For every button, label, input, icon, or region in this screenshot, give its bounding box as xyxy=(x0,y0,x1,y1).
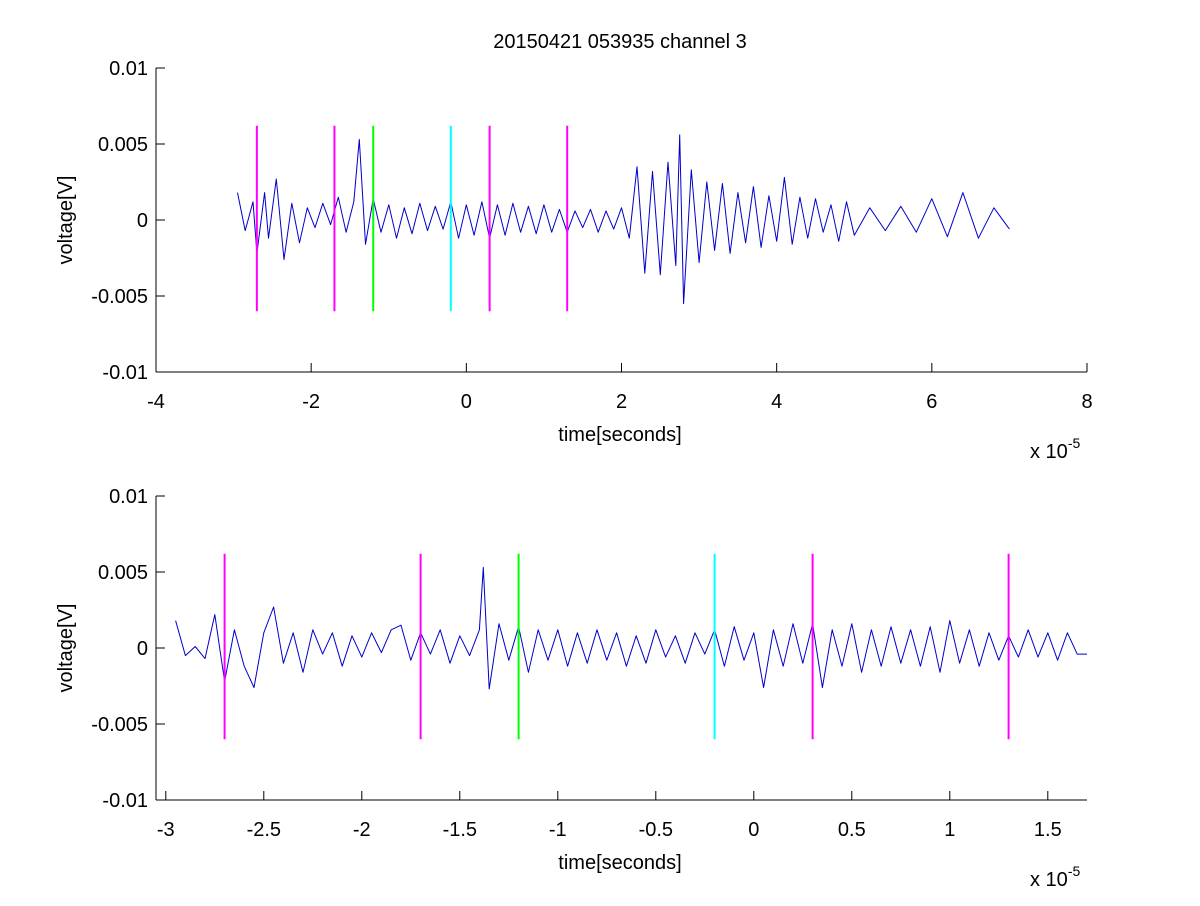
x-tick-label: 1.5 xyxy=(1034,819,1062,841)
x-multiplier-base: x 10 xyxy=(1030,441,1068,463)
x-tick-label: -0.5 xyxy=(639,819,673,841)
x-multiplier-exponent: -5 xyxy=(1068,435,1081,451)
voltage-trace-line xyxy=(237,134,1010,305)
x-tick-label: 8 xyxy=(1081,391,1092,413)
y-tick-label: -0.01 xyxy=(102,790,148,812)
y-tick-label: 0.005 xyxy=(98,562,148,584)
x-tick-label: 6 xyxy=(926,391,937,413)
y-tick-label: 0.01 xyxy=(109,58,148,80)
y-axis-label: voltage[V] xyxy=(55,176,77,265)
bottom-plot: -0.01 -0.005 0 0.005 0.01 -3 -2.5 -2 -1.5 -1 -0.5 0… xyxy=(55,486,1087,891)
x-axis-label: time[seconds] xyxy=(558,424,681,446)
x-tick-label: 0.5 xyxy=(838,819,866,841)
voltage-trace-line xyxy=(175,566,1087,690)
figure-title: 20150421 053935 channel 3 xyxy=(493,31,747,53)
x-tick-label: 2 xyxy=(616,391,627,413)
x-tick-label: 4 xyxy=(771,391,782,413)
x-tick-label: -3 xyxy=(157,819,175,841)
x-tick-label: 1 xyxy=(944,819,955,841)
x-tick-label: -2.5 xyxy=(247,819,281,841)
y-tick-label: 0.005 xyxy=(98,134,148,156)
x-tick-label: 0 xyxy=(748,819,759,841)
y-axis-label: voltage[V] xyxy=(55,604,77,693)
top-plot: -0.01 -0.005 0 0.005 0.01 -4 -2 0 2 4 6 8 time[secon… xyxy=(55,58,1093,463)
y-tick-label: -0.01 xyxy=(102,362,148,384)
x-axis-label: time[seconds] xyxy=(558,852,681,874)
y-tick-label: 0 xyxy=(137,210,148,232)
x-tick-label: -2 xyxy=(353,819,371,841)
x-multiplier-exponent: -5 xyxy=(1068,863,1081,879)
y-tick-label: -0.005 xyxy=(91,714,148,736)
y-tick-label: 0 xyxy=(137,638,148,660)
y-tick-label: -0.005 xyxy=(91,286,148,308)
x-multiplier-label: x 10-5 xyxy=(1030,863,1080,891)
x-multiplier-label: x 10-5 xyxy=(1030,435,1080,463)
x-tick-label: -1.5 xyxy=(443,819,477,841)
x-tick-label: -1 xyxy=(549,819,567,841)
y-tick-label: 0.01 xyxy=(109,486,148,508)
x-tick-label: 0 xyxy=(461,391,472,413)
x-tick-label: -4 xyxy=(147,391,165,413)
x-multiplier-base: x 10 xyxy=(1030,869,1068,891)
x-tick-label: -2 xyxy=(302,391,320,413)
